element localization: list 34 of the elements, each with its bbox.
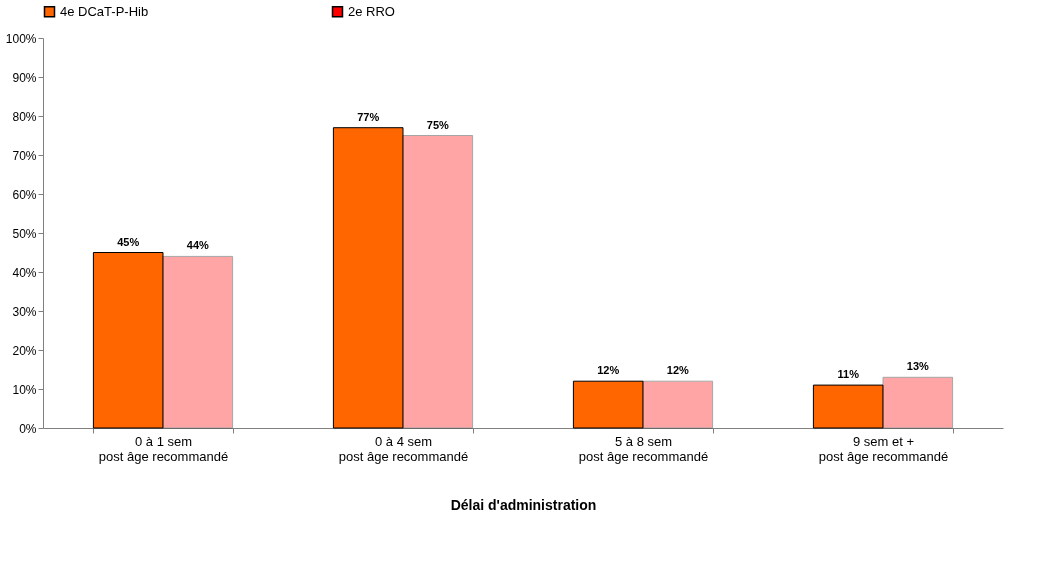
y-tick-label: 60% bbox=[12, 187, 37, 202]
y-tick-label: 0% bbox=[19, 421, 37, 436]
x-tick-label: 5 à 8 sem post âge recommandé bbox=[578, 433, 709, 464]
y-tick-label: 70% bbox=[12, 148, 37, 163]
data-label: 44% bbox=[186, 239, 210, 252]
bar bbox=[402, 135, 474, 429]
x-tick-label: 0 à 4 sem post âge recommandé bbox=[338, 433, 469, 464]
x-tick-label: 9 sem et + post âge recommandé bbox=[818, 433, 949, 464]
legend-label: 4e DCaT-P-Hib bbox=[60, 3, 149, 19]
bar bbox=[812, 384, 884, 429]
data-label: 13% bbox=[906, 360, 930, 373]
bar bbox=[572, 380, 644, 429]
legend-label: 2e RRO bbox=[348, 3, 395, 19]
bar bbox=[332, 127, 404, 429]
data-label: 11% bbox=[837, 368, 860, 381]
data-label: 45% bbox=[117, 235, 140, 248]
data-label: 75% bbox=[426, 118, 450, 131]
data-label: 12% bbox=[597, 364, 620, 377]
x-axis-title: Délai d'administration bbox=[450, 496, 597, 513]
bar bbox=[642, 380, 714, 429]
y-tick-label: 100% bbox=[5, 31, 37, 46]
y-tick-label: 40% bbox=[12, 265, 37, 280]
data-label: 77% bbox=[357, 110, 380, 123]
bar bbox=[162, 255, 234, 429]
data-label: 12% bbox=[666, 364, 690, 377]
bar bbox=[882, 376, 954, 429]
y-tick-label: 80% bbox=[12, 109, 37, 124]
y-tick-label: 10% bbox=[12, 382, 37, 397]
y-tick-label: 20% bbox=[12, 343, 37, 358]
x-tick-label: 0 à 1 sem post âge recommandé bbox=[98, 433, 229, 464]
y-tick-label: 50% bbox=[12, 226, 37, 241]
y-tick-label: 90% bbox=[12, 70, 37, 85]
y-tick-label: 30% bbox=[12, 304, 37, 319]
bar bbox=[92, 252, 164, 429]
